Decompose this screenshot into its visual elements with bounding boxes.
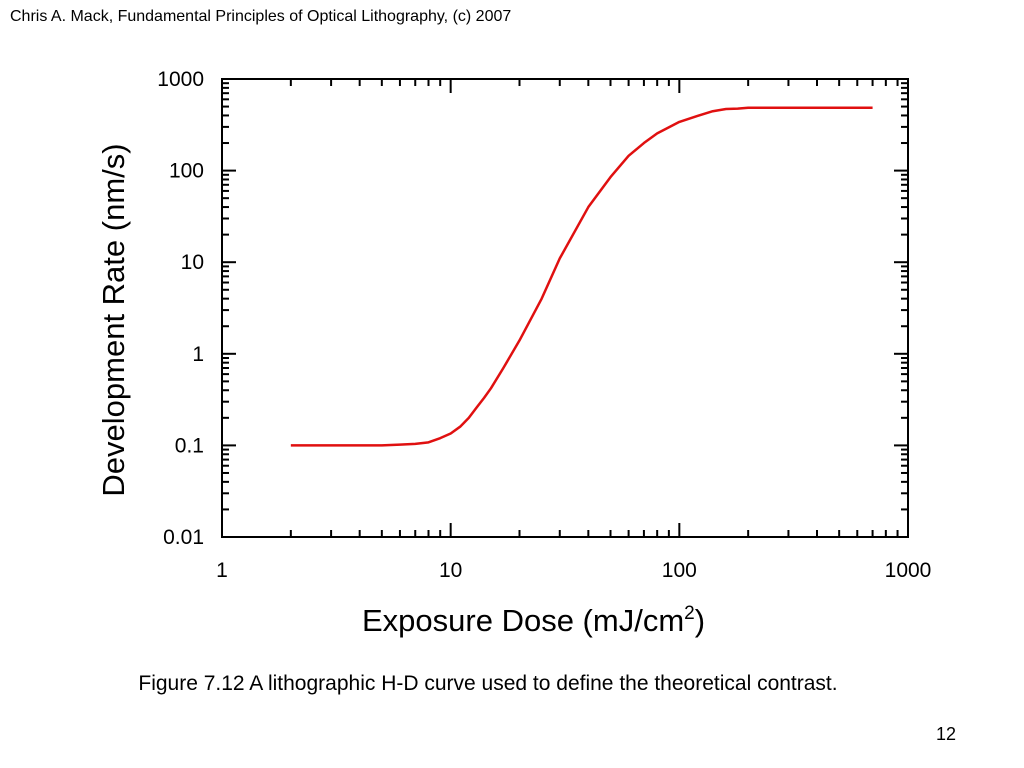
x-tick-label: 1000 xyxy=(885,559,932,582)
x-axis-label-main: Exposure Dose (mJ/cm xyxy=(362,603,684,638)
series-points xyxy=(291,108,873,446)
y-tick-label: 100 xyxy=(169,160,204,183)
y-tick-label: 1000 xyxy=(157,68,204,91)
x-tick-label: 1 xyxy=(216,559,228,582)
y-tick-label: 10 xyxy=(181,251,204,274)
y-tick-label: 0.01 xyxy=(163,526,204,549)
x-axis-label: Exposure Dose (mJ/cm2) xyxy=(362,603,705,638)
x-tick-label: 10 xyxy=(439,559,462,582)
x-axis-label-close: ) xyxy=(695,603,705,638)
hd-curve-chart: 1 10 100 1000 0.01 0.1 1 10 100 1000 Development… xyxy=(96,68,931,638)
y-axis-label: Development Rate (nm/s) xyxy=(96,143,131,496)
axis-ticks xyxy=(221,78,909,538)
y-tick-labels: 0.01 0.1 1 10 100 1000 xyxy=(157,68,204,549)
plot-frame xyxy=(221,78,909,538)
page-number: 12 xyxy=(936,724,957,744)
x-axis-label-superscript: 2 xyxy=(684,603,695,624)
series-line-development-rate xyxy=(290,106,873,447)
x-tick-label: 100 xyxy=(662,559,697,582)
figure-caption: Figure 7.12 A lithographic H-D curve use… xyxy=(0,672,1024,696)
figure-caption-text: Figure 7.12 A lithographic H-D curve use… xyxy=(138,672,838,695)
y-tick-label: 1 xyxy=(192,343,204,366)
x-tick-labels: 1 10 100 1000 xyxy=(216,559,931,582)
y-tick-label: 0.1 xyxy=(175,434,204,457)
copyright-header: Chris A. Mack, Fundamental Principles of… xyxy=(10,8,512,25)
